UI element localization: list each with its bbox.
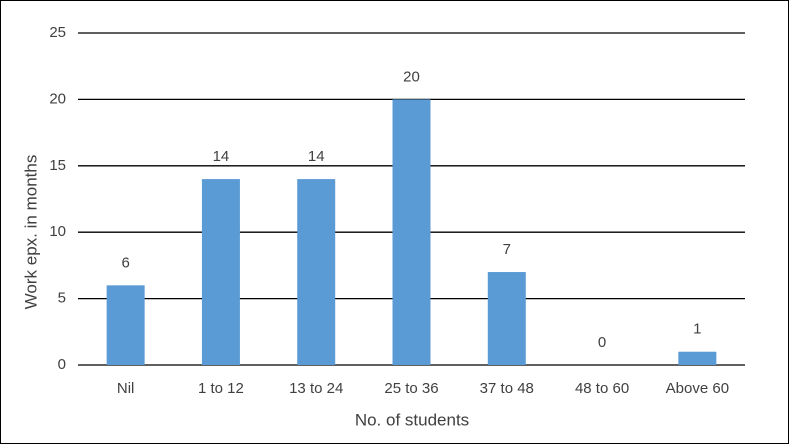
y-tick-label: 5: [58, 290, 66, 307]
bar: [106, 285, 145, 365]
y-tick-label: 10: [49, 223, 66, 240]
data-label: 1: [693, 321, 701, 338]
x-axis-title: No. of students: [355, 410, 469, 429]
data-label: 14: [308, 148, 325, 165]
data-label: 20: [403, 68, 420, 85]
data-label: 6: [121, 254, 129, 271]
x-tick-label: 1 to 12: [198, 380, 244, 397]
x-tick-label: 25 to 36: [384, 380, 438, 397]
bar: [392, 99, 431, 366]
x-tick-label: Nil: [117, 380, 135, 397]
bar: [487, 272, 526, 365]
x-tick-label: 13 to 24: [289, 380, 343, 397]
x-tick-label: Above 60: [666, 380, 729, 397]
data-label: 7: [503, 241, 511, 258]
y-axis-title: Work epx. in months: [21, 155, 40, 310]
y-tick-label: 25: [49, 24, 66, 41]
y-tick-label: 15: [49, 157, 66, 174]
bar: [678, 351, 717, 365]
x-tick-label: 37 to 48: [480, 380, 534, 397]
y-tick-label: 0: [58, 356, 66, 373]
y-tick-label: 20: [49, 90, 66, 107]
x-tick-label: 48 to 60: [575, 380, 629, 397]
bar: [201, 179, 240, 365]
data-label: 0: [598, 334, 606, 351]
data-label: 14: [213, 148, 230, 165]
bar: [297, 179, 336, 365]
